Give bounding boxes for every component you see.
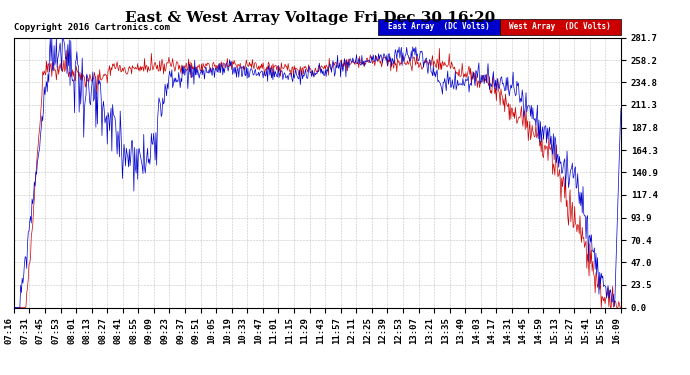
Text: West Array  (DC Volts): West Array (DC Volts) (509, 22, 611, 31)
FancyBboxPatch shape (500, 19, 621, 35)
Text: East & West Array Voltage Fri Dec 30 16:20: East & West Array Voltage Fri Dec 30 16:… (126, 11, 495, 25)
Text: East Array  (DC Volts): East Array (DC Volts) (388, 22, 490, 31)
FancyBboxPatch shape (378, 19, 500, 35)
Text: Copyright 2016 Cartronics.com: Copyright 2016 Cartronics.com (14, 23, 170, 32)
